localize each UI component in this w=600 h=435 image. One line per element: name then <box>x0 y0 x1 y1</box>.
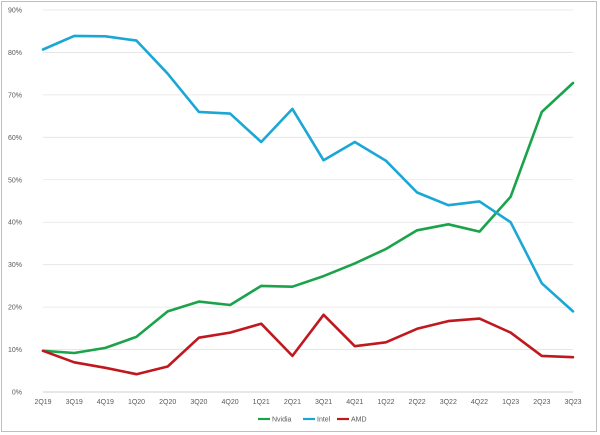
x-tick-label: 3Q19 <box>66 399 83 406</box>
x-tick-label: 3Q21 <box>315 399 332 406</box>
x-tick-label: 1Q22 <box>377 399 394 406</box>
gridlines <box>43 9 573 393</box>
x-tick-label: 2Q20 <box>159 399 176 406</box>
series-lines <box>41 34 575 376</box>
y-tick-label: 20% <box>8 305 22 312</box>
y-tick-label: 10% <box>8 347 22 354</box>
legend-label-intel: Intel <box>317 417 331 424</box>
x-tick-label: 1Q23 <box>502 399 519 406</box>
legend-label-amd: AMD <box>351 417 367 424</box>
y-tick-label: 80% <box>8 50 22 57</box>
x-tick-label: 1Q21 <box>253 399 270 406</box>
x-tick-label: 4Q20 <box>221 399 238 406</box>
y-tick-label: 30% <box>8 262 22 269</box>
x-axis-ticks: 2Q19 3Q19 4Q19 1Q20 2Q20 3Q20 4Q20 1Q21 2Q21 3Q21… <box>34 399 581 406</box>
x-tick-label: 4Q21 <box>346 399 363 406</box>
y-tick-label: 70% <box>8 92 22 99</box>
y-tick-label: 0% <box>12 390 22 397</box>
x-tick-label: 2Q22 <box>409 399 426 406</box>
x-tick-label: 4Q19 <box>97 399 114 406</box>
x-tick-label: 2Q19 <box>34 399 51 406</box>
series-line-amd <box>41 313 575 376</box>
legend: Nvidia Intel AMD <box>258 417 367 424</box>
y-tick-label: 60% <box>8 135 22 142</box>
x-tick-label: 3Q20 <box>190 399 207 406</box>
y-axis-ticks: 0% 10% 20% 30% 40% 50% 60% 70% 80% 90% <box>8 8 22 397</box>
x-tick-label: 1Q20 <box>128 399 145 406</box>
y-tick-label: 50% <box>8 177 22 184</box>
x-tick-label: 4Q22 <box>471 399 488 406</box>
series-line-nvidia <box>41 81 575 355</box>
x-tick-label: 3Q22 <box>440 399 457 406</box>
series-line-intel <box>41 34 575 313</box>
x-tick-label: 2Q23 <box>533 399 550 406</box>
legend-label-nvidia: Nvidia <box>272 417 292 424</box>
y-tick-label: 40% <box>8 220 22 227</box>
x-tick-label: 2Q21 <box>284 399 301 406</box>
y-tick-label: 90% <box>8 8 22 15</box>
x-tick-label: 3Q23 <box>564 399 581 406</box>
